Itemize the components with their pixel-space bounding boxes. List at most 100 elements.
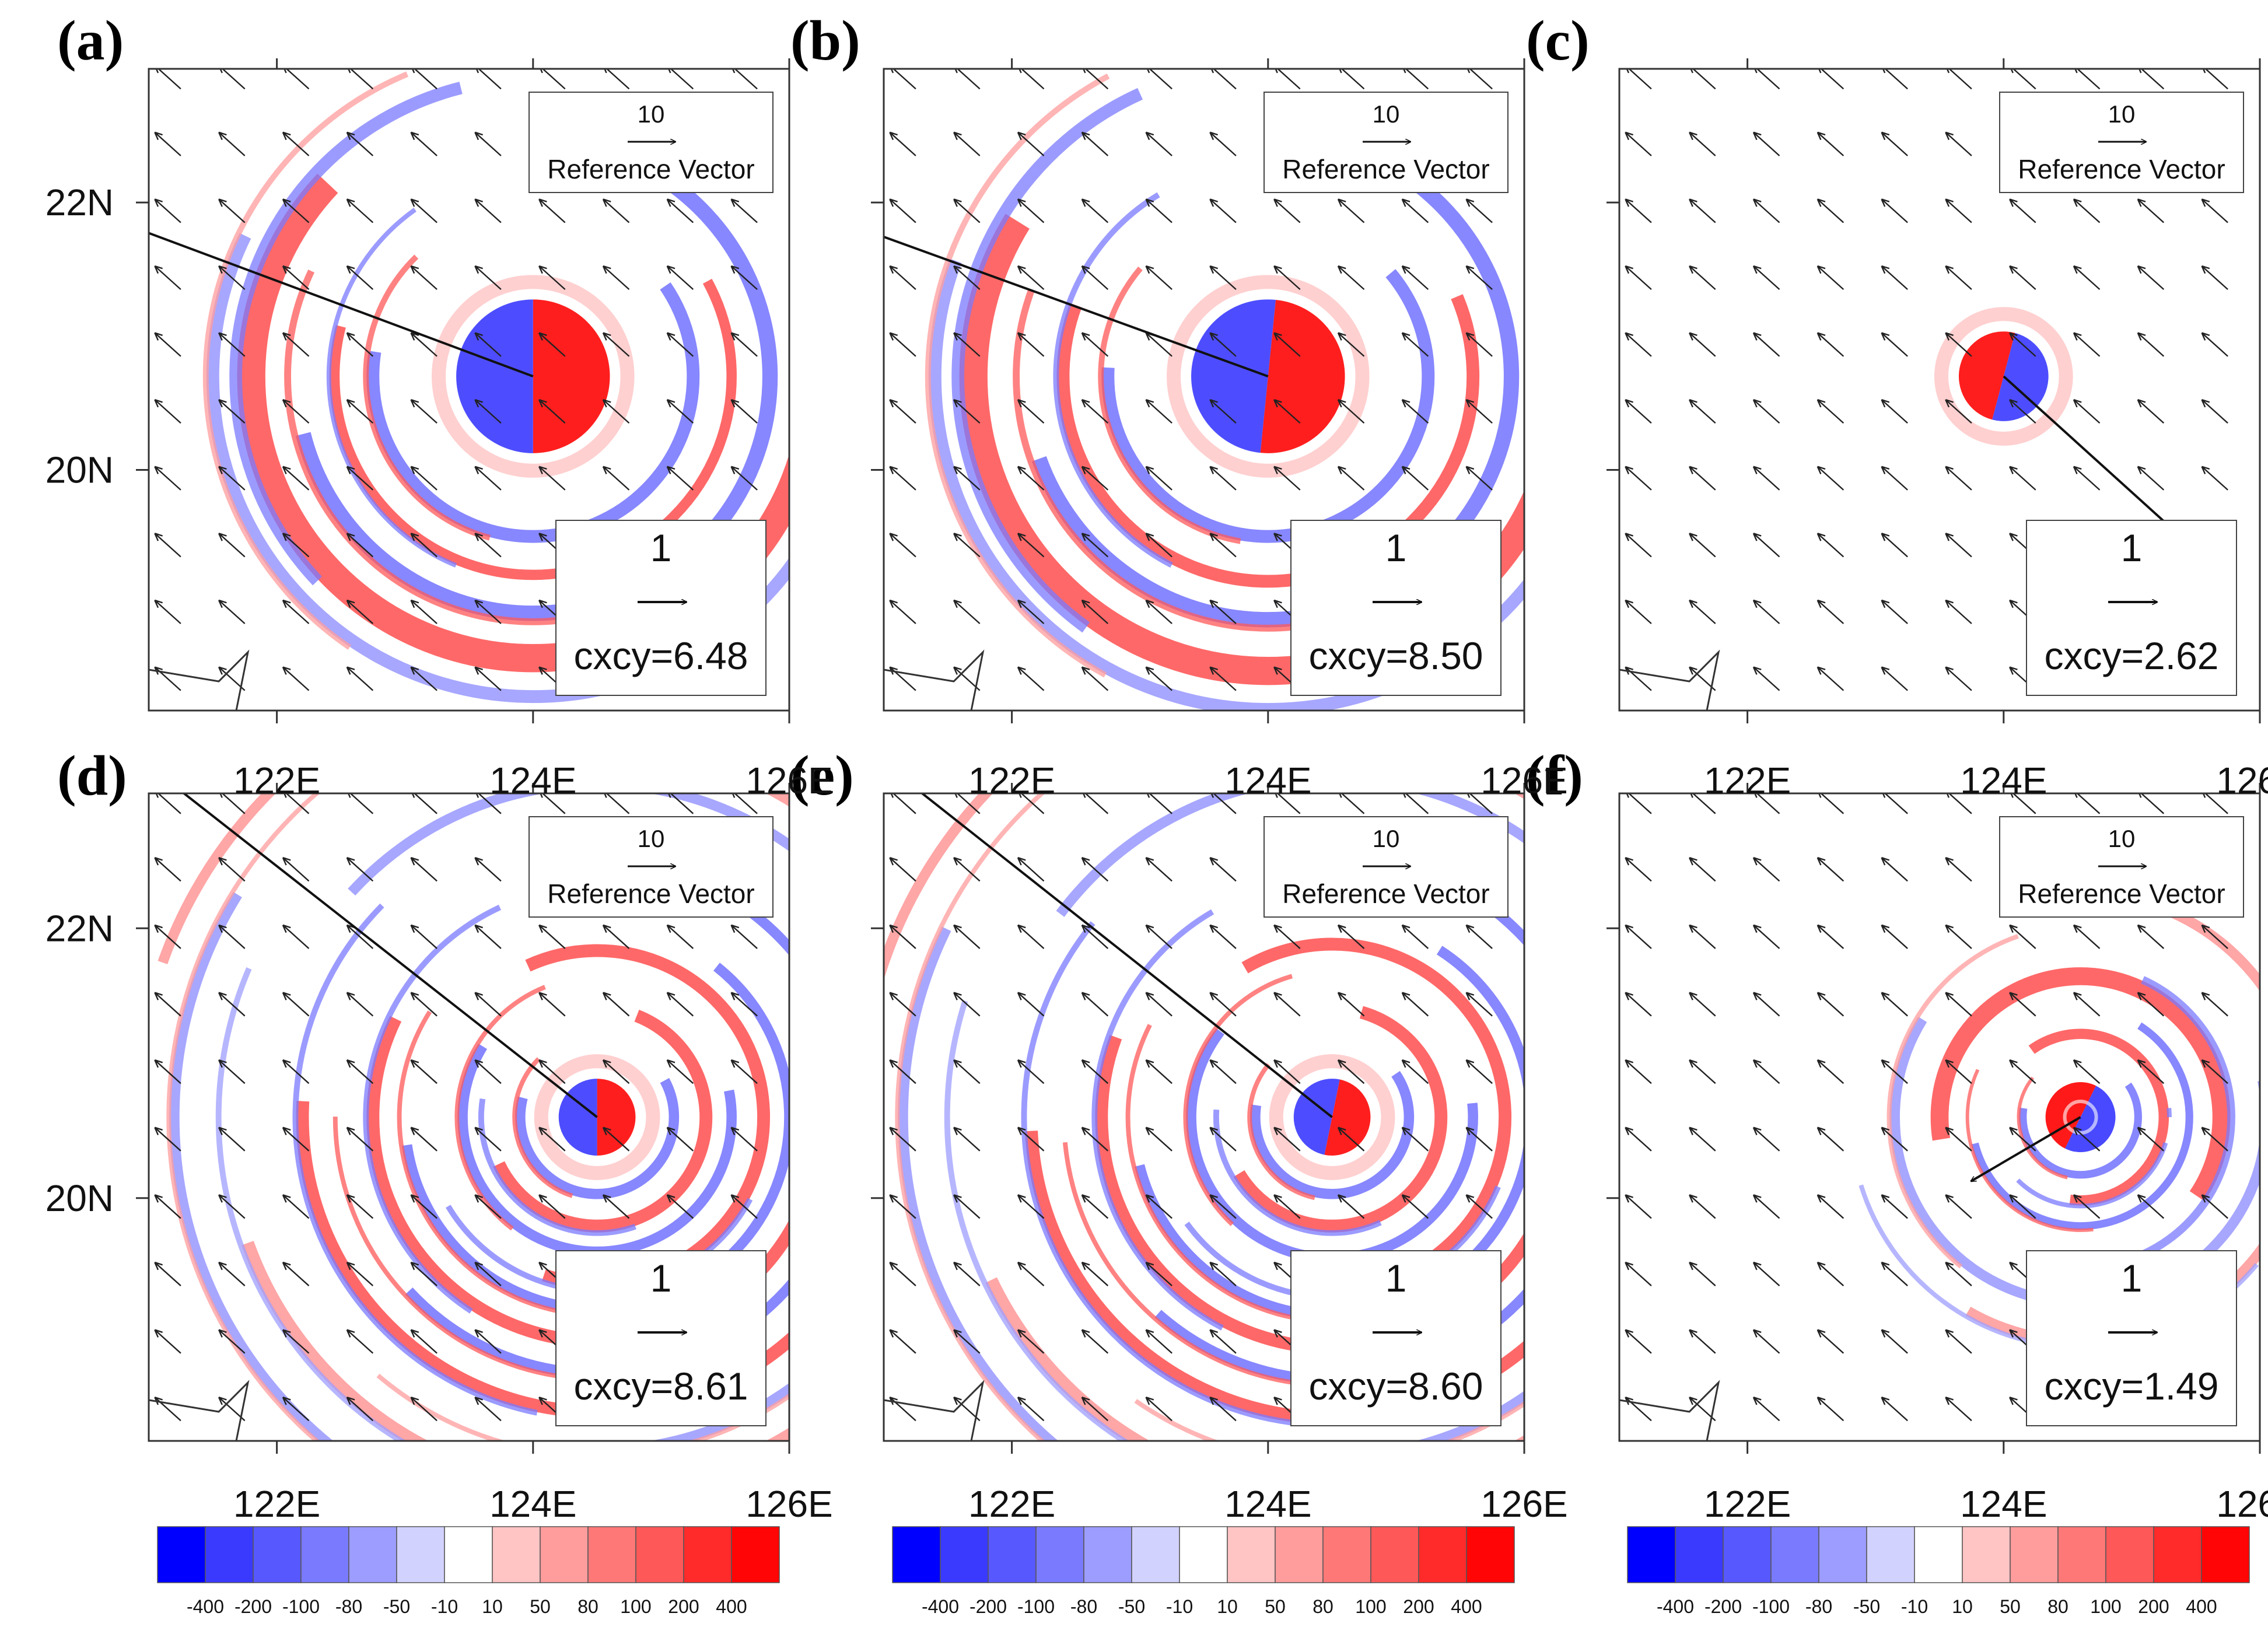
wind-vector	[282, 265, 310, 291]
wind-vector	[1145, 924, 1172, 949]
colorbar-swatch	[2057, 1526, 2106, 1583]
wind-vector	[1209, 599, 1237, 624]
colorbar-swatch	[1083, 1526, 1132, 1583]
reference-label: Reference Vector	[2018, 154, 2225, 184]
wind-vector	[1752, 1126, 1780, 1152]
wind-vector	[1081, 332, 1109, 357]
wind-vector	[1017, 399, 1045, 424]
wind-vector	[1881, 1397, 1908, 1422]
x-tick-label: 124E	[1960, 1483, 2047, 1525]
wind-vector	[218, 1194, 246, 1219]
wind-vector	[1209, 1329, 1237, 1354]
wind-vector	[1625, 1329, 1652, 1354]
anomaly-band-secondary	[215, 793, 789, 1441]
wind-vector	[1081, 1126, 1109, 1152]
wind-vector	[1689, 857, 1716, 882]
wind-vector	[1145, 533, 1172, 558]
reference-magnitude: 10	[2108, 100, 2136, 128]
wind-vector	[218, 332, 246, 357]
wind-vector	[666, 265, 694, 291]
wind-vector	[410, 1126, 438, 1152]
wind-vector	[346, 1261, 374, 1286]
wind-vector	[1625, 1059, 1652, 1084]
legend-box-frame	[555, 1250, 766, 1426]
wind-vector	[2137, 1059, 2165, 1084]
wind-vector	[410, 1397, 438, 1422]
wind-vector	[1017, 533, 1045, 558]
wind-vector	[1145, 992, 1172, 1017]
wind-vector	[1401, 1126, 1429, 1152]
wind-vector	[538, 332, 566, 357]
wind-vector	[666, 332, 694, 357]
wind-vector	[1881, 131, 1908, 156]
colorbar-tick-label: 100	[1355, 1596, 1386, 1617]
colorbar-tick-label: -200	[1704, 1596, 1742, 1617]
wind-vector	[346, 992, 374, 1017]
colorbar-swatch	[2105, 1526, 2154, 1583]
colorbar-tick-label: 80	[578, 1596, 598, 1617]
panel-label: (c)	[1526, 9, 1590, 72]
wind-vector	[1081, 1329, 1109, 1354]
wind-vector	[218, 131, 246, 156]
reference-magnitude: 10	[638, 825, 665, 852]
wind-vector	[474, 466, 502, 491]
anomaly-band	[169, 793, 334, 1441]
wind-vector	[154, 599, 181, 624]
wind-vector	[346, 857, 374, 882]
wind-vector	[2137, 332, 2165, 357]
wind-vector	[2009, 992, 2036, 1017]
wind-vector	[1145, 198, 1172, 223]
colorbar-swatch	[1770, 1526, 1819, 1583]
wind-vector	[2137, 992, 2165, 1017]
panel-content: 10 Reference Vector 1 cxcy=8.61	[149, 793, 789, 1441]
dipole-positive-lobe	[1260, 299, 1345, 453]
wind-vector	[1817, 599, 1845, 624]
wind-vector	[154, 1194, 181, 1219]
wind-vector	[410, 1059, 438, 1084]
anomaly-band-secondary	[1926, 962, 2235, 1272]
wind-vector	[2073, 466, 2101, 491]
wind-vector	[218, 857, 246, 882]
colorbar-tick-label: -200	[970, 1596, 1007, 1617]
wind-vector	[1817, 198, 1845, 223]
wind-vector	[730, 466, 758, 491]
wind-vector	[1817, 857, 1845, 882]
wind-vector	[218, 924, 246, 949]
wind-vector	[953, 198, 981, 223]
colorbar-swatch	[1627, 1526, 1676, 1583]
wind-vector	[953, 1261, 981, 1286]
wind-vector	[889, 533, 916, 558]
wind-vector	[1209, 265, 1237, 291]
wind-vector	[1209, 1261, 1237, 1286]
shift-vector-arrow	[884, 235, 1269, 377]
wind-vector	[2009, 399, 2036, 424]
anomaly-band-secondary	[1013, 121, 1524, 632]
colorbar-swatch	[348, 1526, 397, 1583]
wind-vector	[282, 131, 310, 156]
anomaly-rings	[202, 69, 789, 706]
wind-vector	[1945, 599, 1972, 624]
anomaly-band-secondary	[1183, 968, 1481, 1266]
shift-vector-arrow	[2003, 375, 2186, 541]
wind-vector	[1625, 992, 1652, 1017]
colorbar-swatch	[731, 1526, 780, 1583]
wind-vector	[154, 992, 181, 1017]
wind-vector	[1337, 924, 1365, 949]
wind-vector	[218, 1059, 246, 1084]
wind-vector	[1881, 198, 1908, 223]
wind-vector	[1817, 1194, 1845, 1219]
wind-vector	[1145, 1126, 1172, 1152]
anomaly-band	[366, 209, 700, 543]
wind-vector	[889, 1397, 916, 1422]
wind-vector	[1945, 1397, 1972, 1422]
wind-vector	[1945, 1261, 1972, 1286]
wind-vector	[666, 198, 694, 223]
x-tick-label: 122E	[968, 1483, 1055, 1525]
wind-vector	[538, 992, 566, 1017]
wind-vector	[2201, 992, 2228, 1017]
wind-vector	[1401, 399, 1429, 424]
wind-vector	[1145, 265, 1172, 291]
wind-vector	[1017, 666, 1045, 691]
wind-vector	[1465, 992, 1493, 1017]
colorbar-tick-label: 10	[1952, 1596, 1973, 1617]
